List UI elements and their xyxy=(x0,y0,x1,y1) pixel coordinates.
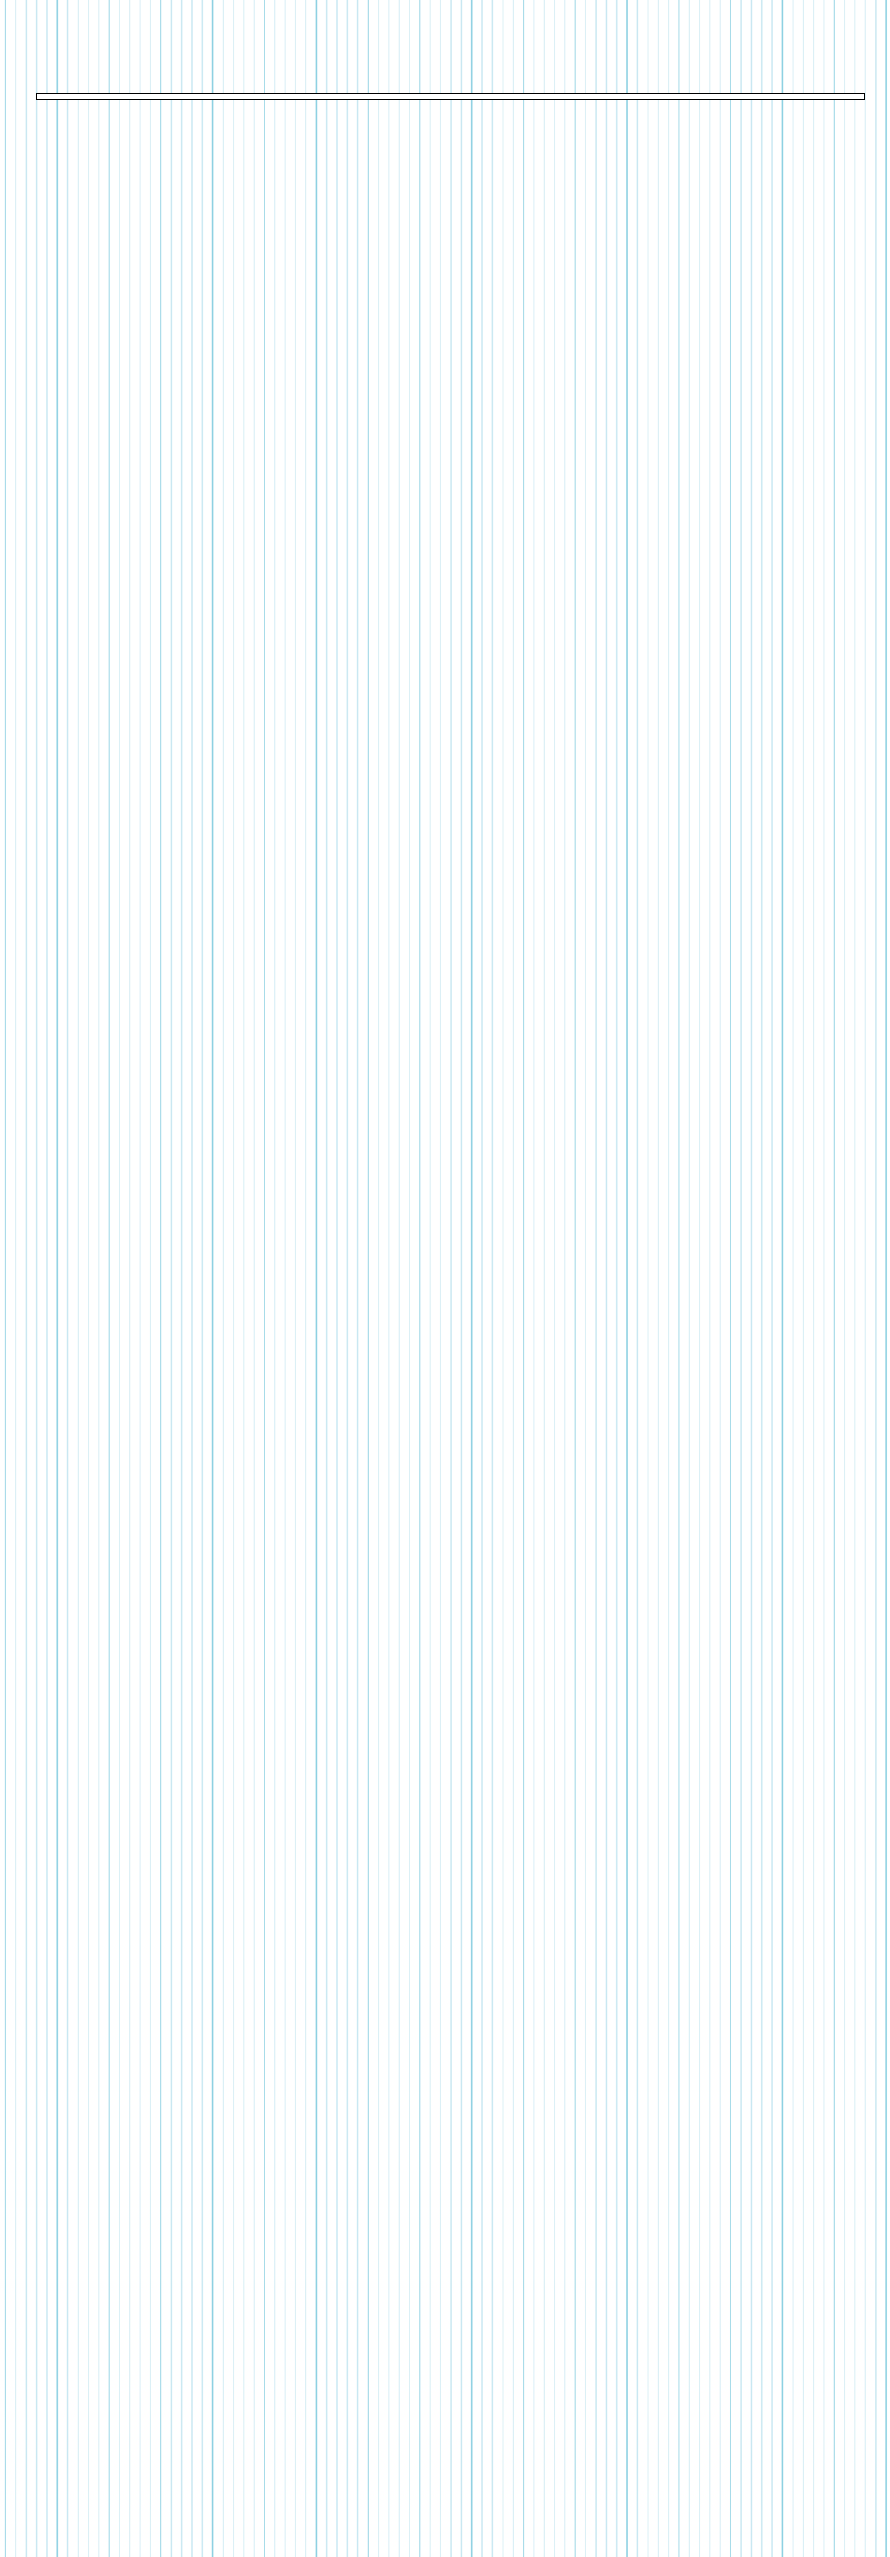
cytoband-rect[interactable] xyxy=(36,93,865,100)
